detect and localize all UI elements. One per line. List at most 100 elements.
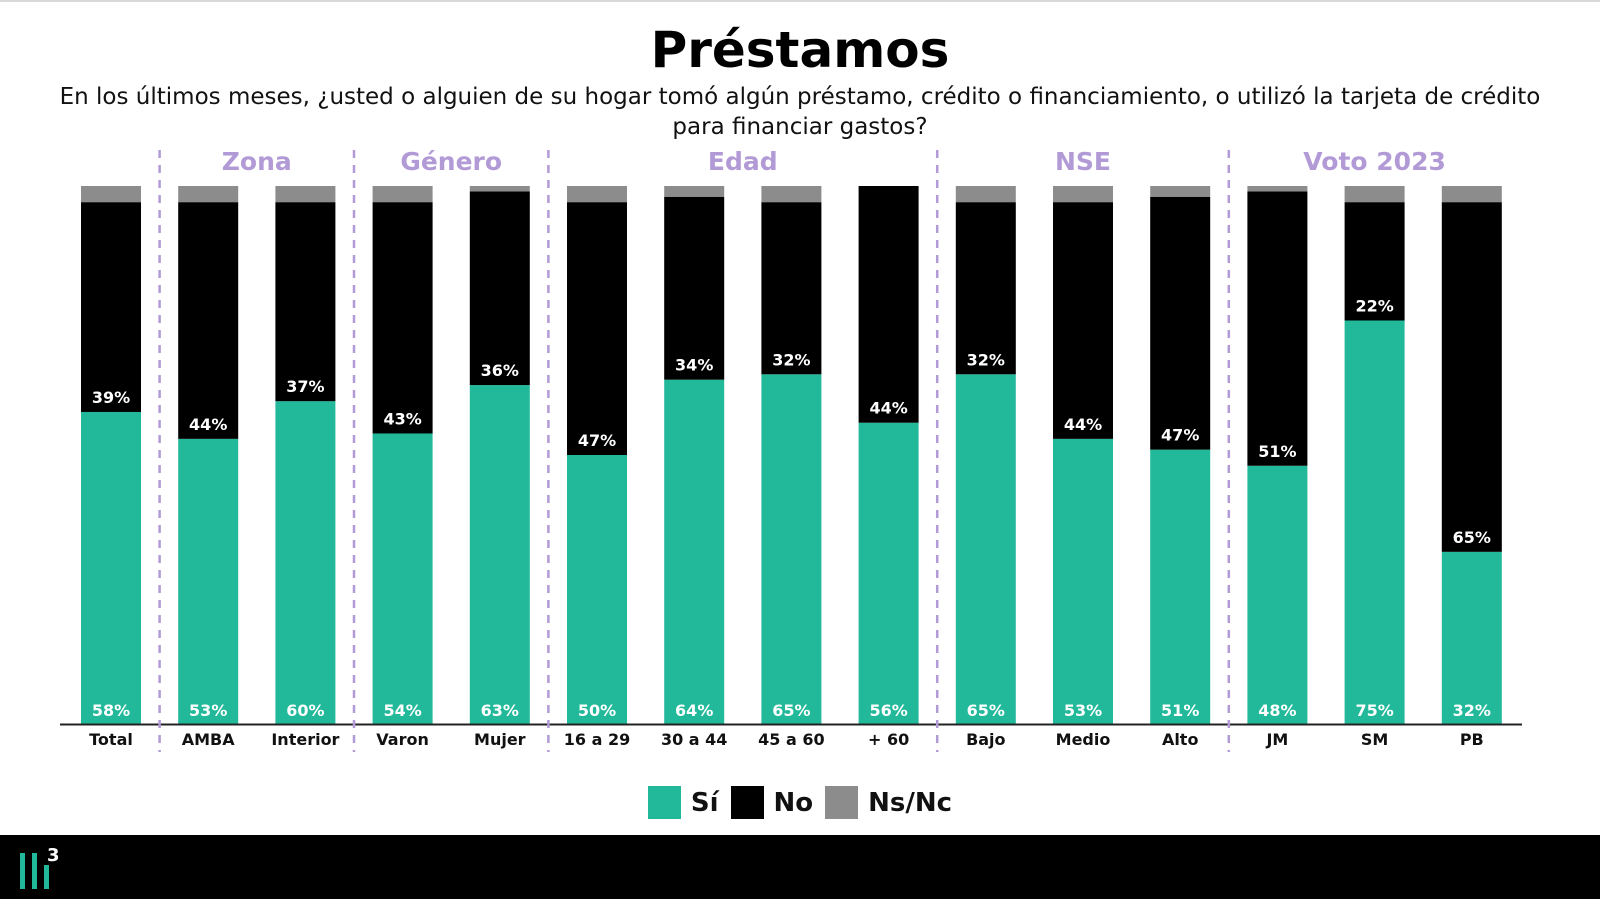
group-label: NSE	[1055, 147, 1111, 176]
bar-si	[567, 455, 627, 724]
data-label-si: 54%	[383, 701, 421, 720]
data-label-no: 36%	[481, 361, 519, 380]
bar-no	[1247, 191, 1308, 466]
bar-no	[469, 191, 530, 386]
top-rule	[0, 0, 1600, 2]
data-label-si: 32%	[1453, 701, 1491, 720]
category-tick-label: + 60	[868, 730, 909, 749]
data-label-si: 48%	[1258, 701, 1296, 720]
data-label-si: 65%	[967, 701, 1005, 720]
bar-no	[275, 202, 336, 402]
category-tick-label: 45 a 60	[758, 730, 824, 749]
bar-no	[567, 202, 627, 455]
bar-si	[1344, 320, 1405, 724]
bar-nsnc	[761, 186, 822, 203]
legend-swatch-no	[730, 786, 764, 819]
bar-si	[81, 411, 141, 724]
bar-si	[275, 401, 336, 724]
bar-nsnc	[178, 186, 239, 203]
bar-si	[1053, 438, 1113, 724]
legend-item-nsnc: Ns/Nc	[825, 786, 952, 819]
data-label-no: 22%	[1355, 297, 1393, 316]
bar-si	[469, 385, 530, 724]
data-label-si: 53%	[189, 701, 227, 720]
bar-nsnc	[567, 186, 627, 203]
bar-si	[1441, 551, 1502, 724]
bar-no	[1053, 202, 1113, 439]
legend-item-no: No	[730, 786, 814, 819]
bar-nsnc	[955, 186, 1016, 203]
bar-nsnc	[1247, 186, 1308, 192]
bar-no	[761, 202, 822, 375]
data-label-no: 32%	[772, 350, 810, 369]
bar-nsnc	[1053, 186, 1113, 203]
bar-nsnc	[1441, 186, 1502, 203]
bar-si	[1247, 465, 1308, 724]
legend-label-nsnc: Ns/Nc	[868, 787, 953, 818]
group-label: Género	[400, 147, 502, 176]
category-tick-label: Total	[89, 730, 133, 749]
category-tick-label: JM	[1265, 730, 1288, 749]
bar-no	[372, 202, 433, 434]
footer-bar: 3	[0, 835, 1600, 899]
category-tick-label: Alto	[1162, 730, 1199, 749]
chart-subtitle: En los últimos meses, ¿usted o alguien d…	[59, 84, 1541, 140]
data-label-si: 51%	[1161, 701, 1199, 720]
data-label-si: 50%	[578, 701, 616, 720]
brand-bars-icon: 3	[20, 845, 60, 889]
bar-no	[858, 186, 919, 423]
legend-swatch-nsnc	[825, 786, 859, 819]
data-label-no: 44%	[1064, 415, 1102, 434]
bar-nsnc	[81, 186, 141, 203]
category-tick-label: Bajo	[966, 730, 1005, 749]
data-label-si: 53%	[1064, 701, 1102, 720]
data-label-no: 43%	[383, 409, 421, 428]
legend-item-si: Sí	[647, 786, 719, 819]
bar-si	[858, 422, 919, 724]
legend-swatch-si	[647, 786, 681, 819]
group-label: Edad	[708, 147, 778, 176]
legend-label-si: Sí	[690, 787, 719, 818]
bar-nsnc	[664, 186, 725, 197]
legend-label-no: No	[773, 787, 814, 818]
group-label: Zona	[222, 147, 292, 176]
bar-si	[664, 379, 725, 724]
category-tick-label: Interior	[271, 730, 339, 749]
bar-no	[178, 202, 239, 439]
bar-no	[1150, 196, 1211, 450]
data-label-no: 51%	[1258, 442, 1296, 461]
data-label-si: 63%	[481, 701, 519, 720]
logo-superscript: 3	[47, 845, 60, 866]
category-tick-label: SM	[1361, 730, 1388, 749]
data-label-si: 60%	[286, 701, 324, 720]
bar-no	[664, 196, 725, 380]
data-label-si: 56%	[869, 701, 907, 720]
legend: Sí No Ns/Nc	[0, 786, 1600, 819]
bar-nsnc	[372, 186, 433, 203]
data-label-no: 44%	[189, 415, 227, 434]
data-label-si: 65%	[772, 701, 810, 720]
category-tick-label: Medio	[1056, 730, 1111, 749]
bar-si	[1150, 449, 1211, 724]
bar-no	[1344, 202, 1405, 321]
stacked-bar-chart: 58% 39% Total 53% 44% AMBA 60% 37% Interior 54% 43…	[60, 147, 1522, 752]
data-label-si: 58%	[92, 701, 130, 720]
data-label-no: 44%	[869, 399, 907, 418]
bar-no	[1441, 202, 1502, 552]
chart-title: Préstamos	[650, 21, 950, 79]
data-label-no: 37%	[286, 377, 324, 396]
bar-no	[955, 202, 1016, 375]
data-label-si: 75%	[1355, 701, 1393, 720]
data-label-no: 39%	[92, 388, 130, 407]
data-label-no: 47%	[578, 431, 616, 450]
category-tick-label: PB	[1460, 730, 1484, 749]
data-label-no: 47%	[1161, 426, 1199, 445]
bar-nsnc	[275, 186, 336, 203]
category-tick-label: 16 a 29	[564, 730, 630, 749]
category-tick-label: Varon	[376, 730, 429, 749]
bar-si	[178, 438, 239, 724]
category-tick-label: 30 a 44	[661, 730, 727, 749]
bar-no	[81, 202, 141, 412]
data-label-no: 65%	[1453, 528, 1491, 547]
bar-nsnc	[1150, 186, 1211, 197]
